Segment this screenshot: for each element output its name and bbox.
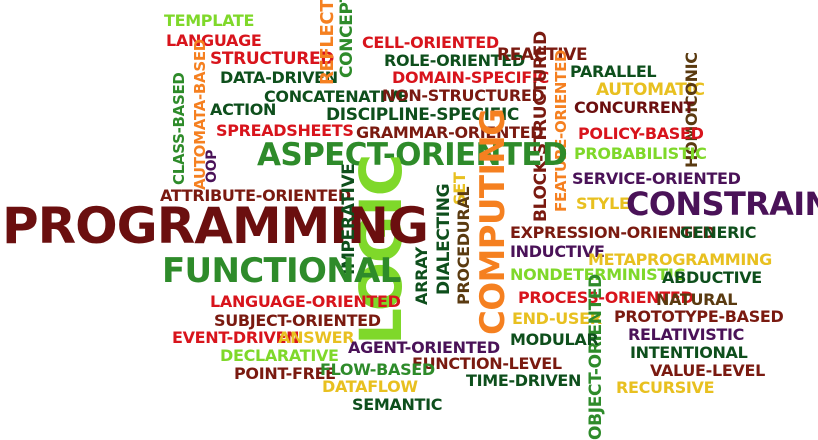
word-cell-oriented: CELL-ORIENTED [362, 33, 499, 52]
word-feature-oriented: FEATURE-ORIENTED [552, 49, 570, 212]
word-concurrent: CONCURRENT [574, 98, 695, 117]
word-attribute-oriented: ATTRIBUTE-ORIENTED [160, 186, 351, 205]
word-service-oriented: SERVICE-ORIENTED [572, 169, 741, 188]
word-modular: MODULAR [510, 330, 599, 349]
word-array: ARRAY [412, 247, 431, 305]
word-action: ACTION [210, 100, 277, 119]
word-constraint: CONSTRAINT [626, 185, 818, 223]
word-discipline-specific: DISCIPLINE-SPECIFIC [326, 105, 520, 125]
word-end-user: END-USER [512, 309, 602, 328]
word-concept: CONCEPT [337, 0, 357, 78]
word-prototype-based: PROTOTYPE-BASED [614, 307, 784, 326]
word-relativistic: RELATIVISTIC [628, 325, 745, 344]
word-structured: STRUCTURED [210, 49, 335, 69]
word-generic: GENERIC [680, 223, 757, 242]
word-language: LANGUAGE [166, 31, 262, 50]
word-probabilistic: PROBABILISTIC [574, 144, 707, 163]
word-object-oriented: OBJECT-ORIENTED [586, 274, 606, 440]
word-procedural: PROCEDURAL [454, 186, 473, 305]
word-concatenative: CONCATENATIVE [264, 87, 409, 106]
word-domain-specific: DOMAIN-SPECIFIC [392, 68, 549, 87]
word-event-driven: EVENT-DRIVEN [172, 328, 300, 347]
word-expression-oriented: EXPRESSION-ORIENTED [510, 223, 716, 242]
word-spreadsheets: SPREADSHEETS [216, 121, 354, 140]
word-intentional: INTENTIONAL [630, 343, 748, 362]
word-metaprogramming: METAPROGRAMMING [588, 250, 772, 269]
word-point-free: POINT-FREE [234, 364, 336, 383]
word-role-oriented: ROLE-ORIENTED [384, 51, 525, 70]
word-non-structured: NON-STRUCTURED [382, 86, 545, 105]
word-grammar-oriented: GRAMMAR-ORIENTED [356, 123, 544, 142]
word-block-structured: BLOCK-STRUCTURED [531, 31, 551, 222]
word-style: STYLE [576, 194, 630, 213]
word-oop: OOP [204, 149, 220, 183]
word-recursive: RECURSIVE [616, 378, 715, 397]
word-programming: PROGRAMMING [2, 197, 429, 255]
word-inductive: INDUCTIVE [510, 242, 605, 261]
word-function-level: FUNCTION-LEVEL [412, 354, 562, 373]
word-reactive: REACTIVE [497, 45, 588, 65]
word-reflective: REFLECTIVE [317, 0, 338, 85]
word-value-level: VALUE-LEVEL [650, 361, 765, 380]
word-automatic: AUTOMATIC [596, 80, 705, 100]
word-policy-based: POLICY-BASED [578, 124, 704, 143]
word-declarative: DECLARATIVE [220, 346, 339, 365]
word-process-oriented: PROCESS-ORIENTED [518, 288, 694, 307]
word-dataflow: DATAFLOW [322, 377, 418, 396]
word-dialecting: DIALECTING [434, 183, 454, 295]
word-parallel: PARALLEL [570, 62, 657, 81]
word-nondeterministic: NONDETERMINISTIC [510, 265, 685, 284]
word-flow-based: FLOW-BASED [320, 360, 435, 379]
word-template: TEMPLATE [164, 11, 255, 30]
word-subject-oriented: SUBJECT-ORIENTED [214, 311, 381, 330]
word-functional: FUNCTIONAL [162, 251, 401, 291]
word-abductive: ABDUCTIVE [662, 268, 762, 287]
word-data-driven: DATA-DRIVEN [220, 68, 338, 87]
word-aspect-oriented: ASPECT-ORIENTED [257, 137, 568, 173]
word-agent-oriented: AGENT-ORIENTED [348, 338, 500, 357]
word-time-driven: TIME-DRIVEN [466, 371, 582, 390]
word-semantic: SEMANTIC [352, 395, 443, 414]
word-natural: NATURAL [656, 290, 738, 309]
word-class-based: CLASS-BASED [170, 72, 188, 185]
word-answer: ANSWER [278, 328, 355, 347]
word-computing: COMPUTING [473, 108, 513, 335]
word-language-oriented: LANGUAGE-ORIENTED [210, 292, 401, 311]
